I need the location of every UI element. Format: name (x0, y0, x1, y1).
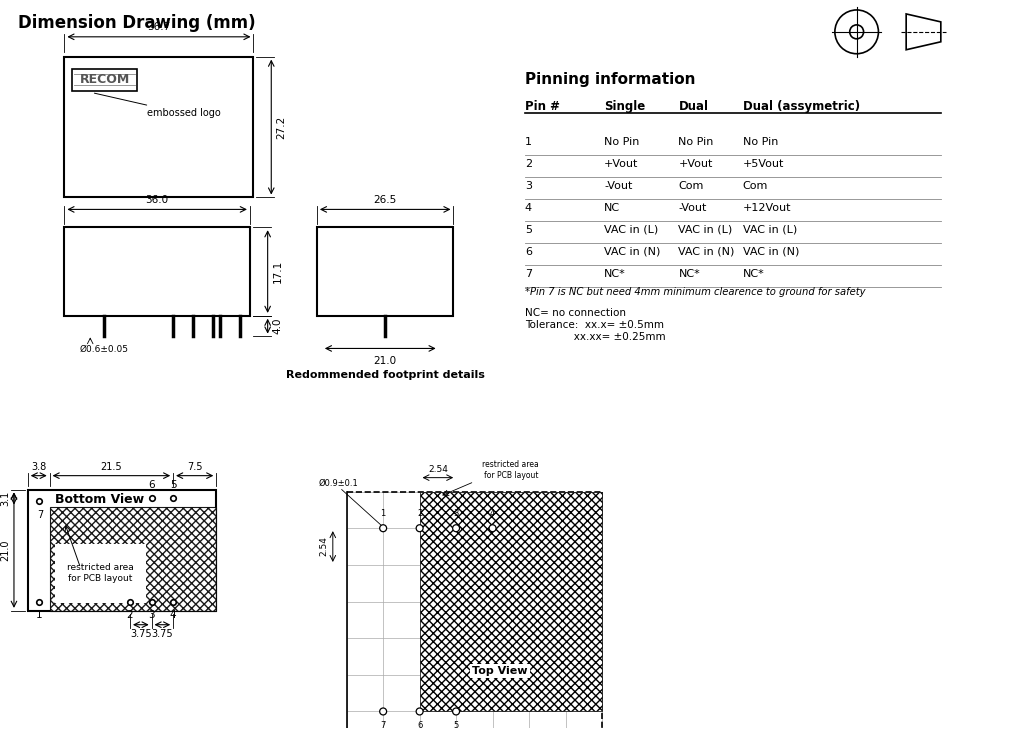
Polygon shape (49, 507, 216, 610)
Circle shape (416, 525, 423, 531)
Text: 6: 6 (525, 247, 531, 257)
Text: restricted area
for PCB layout: restricted area for PCB layout (482, 460, 540, 479)
Text: Com: Com (742, 181, 768, 191)
Text: RECOM: RECOM (80, 73, 130, 86)
Text: 21.0: 21.0 (374, 356, 396, 367)
Text: 2: 2 (417, 509, 422, 518)
Text: Com: Com (679, 181, 703, 191)
Text: 2: 2 (525, 160, 532, 169)
Text: 4.0: 4.0 (272, 318, 283, 335)
Text: No Pin: No Pin (742, 138, 778, 147)
Text: Top View: Top View (472, 666, 527, 676)
Circle shape (489, 525, 496, 531)
Text: Dual: Dual (679, 100, 709, 113)
Text: Single: Single (604, 100, 645, 113)
Text: 6: 6 (417, 722, 422, 731)
Text: Dimension Drawing (mm): Dimension Drawing (mm) (18, 14, 256, 32)
Text: 4: 4 (170, 610, 176, 620)
Text: 5: 5 (525, 225, 531, 235)
Circle shape (416, 708, 423, 715)
Text: +Vout: +Vout (604, 160, 639, 169)
Circle shape (850, 25, 863, 39)
Circle shape (835, 10, 879, 53)
Text: Pinning information: Pinning information (525, 72, 695, 86)
Text: 26.5: 26.5 (374, 195, 397, 206)
Text: 3.1: 3.1 (0, 491, 10, 506)
Text: 4: 4 (525, 203, 532, 213)
Polygon shape (54, 544, 146, 602)
Text: +Vout: +Vout (679, 160, 713, 169)
Text: VAC in (L): VAC in (L) (679, 225, 732, 235)
Text: 36.0: 36.0 (145, 195, 169, 206)
Text: 21.0: 21.0 (0, 539, 10, 561)
Text: Dual (assymetric): Dual (assymetric) (742, 100, 860, 113)
Circle shape (453, 525, 460, 531)
Text: NC*: NC* (679, 269, 700, 279)
Text: VAC in (N): VAC in (N) (679, 247, 735, 257)
Text: 1: 1 (525, 138, 531, 147)
Text: VAC in (L): VAC in (L) (604, 225, 658, 235)
Text: -Vout: -Vout (604, 181, 633, 191)
Text: VAC in (N): VAC in (N) (604, 247, 660, 257)
Text: 2.54: 2.54 (319, 537, 329, 556)
Polygon shape (420, 492, 602, 712)
Text: NC: NC (604, 203, 621, 213)
Circle shape (453, 708, 460, 715)
Text: 21.5: 21.5 (100, 462, 122, 471)
Text: 6: 6 (148, 480, 155, 490)
Text: 7: 7 (525, 269, 532, 279)
Text: +5Vout: +5Vout (742, 160, 784, 169)
Text: 2: 2 (127, 610, 133, 620)
Text: restricted area
for PCB layout: restricted area for PCB layout (67, 564, 134, 583)
Text: 7: 7 (38, 510, 44, 520)
Text: 1: 1 (381, 509, 386, 518)
Circle shape (380, 708, 387, 715)
Text: 7.5: 7.5 (187, 462, 203, 471)
Text: 1: 1 (36, 610, 42, 620)
Text: 3.8: 3.8 (31, 462, 46, 471)
Text: Ø0.9±0.1: Ø0.9±0.1 (318, 479, 358, 488)
Text: No Pin: No Pin (604, 138, 640, 147)
Text: 3: 3 (148, 610, 155, 620)
Text: 3.75: 3.75 (130, 629, 152, 639)
Text: 2.54: 2.54 (428, 465, 447, 474)
Text: NC*: NC* (604, 269, 626, 279)
Text: -Vout: -Vout (679, 203, 707, 213)
Text: Pin #: Pin # (525, 100, 560, 113)
Text: *Pin 7 is NC but need 4mm minimum clearence to ground for safety: *Pin 7 is NC but need 4mm minimum cleare… (525, 287, 865, 296)
Text: Redommended footprint details: Redommended footprint details (286, 370, 484, 381)
Text: 7: 7 (381, 722, 386, 731)
Text: 3: 3 (454, 509, 459, 518)
Text: 3: 3 (525, 181, 531, 191)
Text: Ø0.6±0.05: Ø0.6±0.05 (79, 345, 128, 354)
Text: VAC in (L): VAC in (L) (742, 225, 797, 235)
Text: +12Vout: +12Vout (742, 203, 792, 213)
Text: 27.2: 27.2 (276, 116, 287, 139)
Circle shape (380, 525, 387, 531)
Text: 5: 5 (170, 480, 176, 490)
Text: 4: 4 (489, 509, 496, 518)
Text: NC= no connection
Tolerance:  xx.x= ±0.5mm
               xx.xx= ±0.25mm: NC= no connection Tolerance: xx.x= ±0.5m… (525, 308, 666, 342)
Text: 36.7: 36.7 (147, 22, 171, 32)
Text: No Pin: No Pin (679, 138, 714, 147)
Text: Bottom View: Bottom View (54, 493, 143, 506)
Text: NC*: NC* (742, 269, 765, 279)
Text: embossed logo: embossed logo (94, 93, 220, 119)
Text: 17.1: 17.1 (272, 260, 283, 283)
Text: VAC in (N): VAC in (N) (742, 247, 799, 257)
Text: 3.75: 3.75 (152, 629, 173, 639)
Text: 5: 5 (454, 722, 459, 731)
